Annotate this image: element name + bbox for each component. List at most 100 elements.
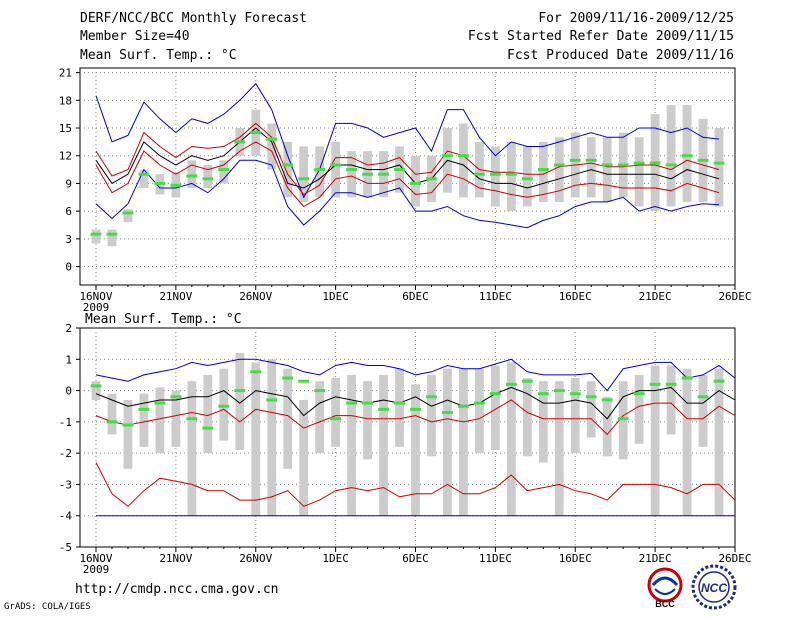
- box-bar: [634, 374, 644, 444]
- x-tick-label: 21DEC: [639, 290, 672, 303]
- box-bar: [714, 368, 724, 516]
- median-marker: [537, 168, 549, 172]
- box-bar: [203, 164, 213, 189]
- box-bar: [155, 387, 165, 454]
- median-marker: [585, 158, 597, 162]
- y-tick-label: -4: [59, 510, 73, 523]
- y-tick-label: 1: [65, 353, 72, 366]
- box-bar: [586, 381, 596, 438]
- x-tick-label: 21DEC: [639, 552, 672, 565]
- box-bar: [427, 374, 436, 457]
- median-marker: [330, 163, 342, 167]
- median-marker: [665, 163, 677, 167]
- median-marker: [186, 417, 198, 421]
- box-bar: [347, 151, 356, 198]
- box-bar: [139, 169, 149, 189]
- box-bar: [602, 396, 612, 457]
- box-bar: [299, 399, 309, 516]
- x-tick-label: 21NOV: [159, 552, 192, 565]
- median-marker: [681, 154, 693, 158]
- box-bars: [91, 104, 724, 247]
- series-line-max: [95, 358, 736, 392]
- median-marker: [154, 181, 166, 185]
- series-line-p10: [95, 462, 736, 507]
- median-marker: [282, 376, 294, 380]
- box-bar: [331, 378, 341, 447]
- median-marker: [442, 410, 453, 414]
- y-tick-label: -1: [59, 416, 72, 429]
- grads-credit: GrADS: COLA/IGES: [4, 602, 91, 612]
- box-bar: [411, 384, 420, 516]
- y-tick-label: -2: [59, 447, 72, 460]
- series-line-mean: [95, 386, 736, 420]
- median-marker: [298, 177, 310, 181]
- x-tick-label: 11DEC: [479, 552, 512, 565]
- box-bar: [203, 374, 213, 454]
- median-marker: [521, 177, 533, 181]
- footer-url[interactable]: http://cmdp.ncc.cma.gov.cn: [75, 582, 279, 597]
- chart-panel-1: 0 3 6 9 12 15 18 21 16NOV 21NOV 26NOV 1DEC 6DEC 11DEC…: [59, 67, 752, 327]
- x-tick-label: 26DEC: [718, 552, 751, 565]
- y-tick-label: 9: [65, 177, 72, 190]
- box-bar: [379, 374, 388, 516]
- member-size-label: Member Size=40: [80, 29, 190, 44]
- median-marker: [617, 417, 629, 421]
- median-marker: [474, 172, 485, 176]
- ncc-logo: NCC: [691, 564, 737, 610]
- year-label: 2009: [83, 301, 110, 314]
- series-line-p25: [95, 399, 736, 436]
- box-bar: [554, 137, 564, 202]
- x-tick-label: 6DEC: [402, 290, 429, 303]
- median-marker: [106, 420, 118, 424]
- median-marker: [138, 172, 150, 176]
- box-bar: [123, 209, 133, 223]
- median-marker: [90, 384, 102, 388]
- y-tick-label: 0: [65, 261, 72, 274]
- series-line-p90: [95, 122, 720, 196]
- box-bar: [490, 365, 500, 451]
- box-bar: [347, 374, 356, 516]
- box-bar: [506, 362, 516, 516]
- median-marker: [394, 401, 405, 405]
- median-marker: [617, 163, 629, 167]
- median-marker: [410, 181, 421, 185]
- box-bar: [666, 104, 676, 207]
- box-bar: [107, 393, 117, 435]
- box-bar: [107, 229, 117, 247]
- panel-title: Mean Surf. Temp.: °C: [85, 312, 242, 327]
- box-bar: [570, 378, 580, 454]
- y-tick-label: 15: [59, 122, 72, 135]
- y-tick-label: 12: [59, 150, 72, 163]
- box-bar: [650, 365, 660, 516]
- median-marker: [330, 417, 342, 421]
- median-marker: [90, 232, 102, 236]
- median-marker: [250, 131, 262, 135]
- box-bar: [714, 128, 724, 207]
- box-bar: [538, 381, 548, 463]
- x-tick-label: 1DEC: [322, 552, 349, 565]
- y-tick-label: 2: [65, 322, 72, 335]
- median-marker: [601, 398, 613, 402]
- box-bars: [91, 353, 724, 516]
- median-marker: [250, 370, 262, 374]
- y-tick-label: 3: [65, 233, 72, 246]
- y-tick-label: 21: [59, 67, 72, 80]
- box-bar: [315, 146, 325, 198]
- median-marker: [633, 392, 645, 396]
- median-marker: [218, 168, 230, 172]
- box-bar: [443, 368, 452, 516]
- y-tick-label: -3: [59, 478, 72, 491]
- box-bar: [171, 390, 181, 447]
- median-marker: [569, 392, 581, 396]
- median-marker: [122, 211, 134, 215]
- median-marker: [362, 401, 373, 405]
- box-bar: [363, 381, 372, 460]
- median-marker: [202, 177, 214, 181]
- median-marker: [569, 158, 581, 162]
- median-marker: [410, 407, 421, 411]
- box-bar: [267, 359, 277, 516]
- box-bar: [634, 137, 644, 207]
- median-marker: [378, 407, 389, 411]
- produced-date-label: Fcst Produced Date 2009/11/16: [507, 48, 734, 63]
